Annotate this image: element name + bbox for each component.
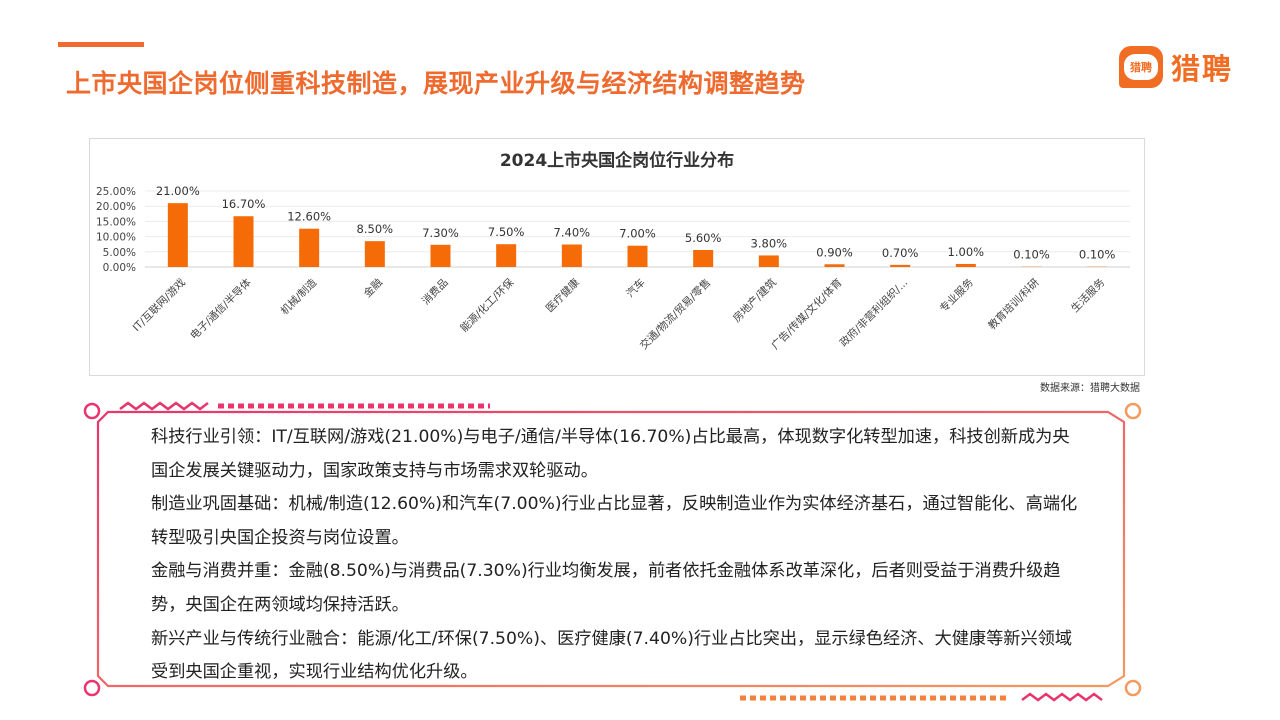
frame-border bbox=[96, 410, 1126, 688]
frame-zigzag-bottom bbox=[1021, 692, 1103, 702]
bar-value-label: 12.60% bbox=[287, 210, 331, 224]
bar bbox=[693, 249, 714, 267]
bar bbox=[299, 228, 320, 267]
y-tick-label: 25.00% bbox=[96, 186, 136, 198]
frame-zigzag-top bbox=[119, 401, 209, 411]
note-tech: 科技行业引领：IT/互联网/游戏(21.00%)与电子/通信/半导体(16.70… bbox=[151, 427, 1070, 481]
logo-text: 猎聘 bbox=[1171, 52, 1234, 86]
frame-ring-top-right bbox=[1124, 402, 1142, 420]
note-emerging: 新兴产业与传统行业融合：能源/化工/环保(7.50%)、医疗健康(7.40%)行… bbox=[151, 628, 1073, 683]
bar-value-label: 0.90% bbox=[816, 245, 853, 259]
bar bbox=[233, 216, 254, 267]
chart-title: 2024上市央国企岗位行业分布 bbox=[500, 150, 734, 171]
logo-icon-text: 猎聘 bbox=[1124, 54, 1158, 80]
bar bbox=[430, 244, 451, 267]
bar bbox=[955, 263, 976, 267]
liepin-logo: 猎聘 猎聘 bbox=[1119, 46, 1233, 88]
data-source: 数据来源：猎聘大数据 bbox=[1040, 383, 1140, 394]
y-tick-label: 15.00% bbox=[96, 216, 136, 228]
bar-value-label: 0.70% bbox=[882, 246, 919, 260]
frame-ring-bottom-left bbox=[83, 679, 101, 697]
title-accent-bar bbox=[58, 42, 144, 47]
logo-icon: 猎聘 bbox=[1119, 46, 1163, 88]
bar-value-label: 16.70% bbox=[222, 197, 266, 211]
bar-value-label: 5.60% bbox=[685, 231, 722, 245]
insight-notes: 科技行业引领：IT/互联网/游戏(21.00%)与电子/通信/半导体(16.70… bbox=[151, 421, 1086, 690]
bar-value-label: 0.10% bbox=[1013, 248, 1050, 262]
bar-value-label: 7.50% bbox=[488, 225, 525, 239]
frame-ring-bottom-right bbox=[1124, 679, 1142, 697]
y-tick-label: 0.00% bbox=[103, 262, 136, 274]
bar-value-label: 7.40% bbox=[554, 226, 591, 240]
bar-value-label: 7.00% bbox=[619, 227, 656, 241]
bar bbox=[167, 203, 188, 267]
note-manufacturing: 制造业巩固基础：机械/制造(12.60%)和汽车(7.00%)行业占比显著，反映… bbox=[151, 494, 1078, 548]
bar-value-label: 3.80% bbox=[751, 236, 788, 250]
bar-value-label: 8.50% bbox=[357, 222, 394, 236]
note-finance-consumer: 金融与消费并重：金融(8.50%)与消费品(7.30%)行业均衡发展，前者依托金… bbox=[151, 561, 1061, 615]
bar bbox=[758, 255, 779, 267]
y-tick-label: 20.00% bbox=[96, 201, 136, 213]
bar bbox=[364, 241, 385, 267]
bar-chart: 2024上市央国企岗位行业分布 0.00% 5.00% 10.00% 15.00% 20… bbox=[96, 150, 1130, 352]
bar-value-label: 21.00% bbox=[156, 184, 200, 198]
bar bbox=[627, 245, 648, 267]
bar bbox=[496, 244, 517, 267]
bar bbox=[890, 264, 911, 267]
y-tick-label: 10.00% bbox=[96, 232, 136, 244]
bar bbox=[561, 244, 582, 267]
bar-value-label: 0.10% bbox=[1079, 248, 1116, 262]
y-tick-label: 5.00% bbox=[103, 247, 136, 259]
page-title: 上市央国企岗位侧重科技制造，展现产业升级与经济结构调整趋势 bbox=[66, 69, 806, 98]
bar bbox=[824, 264, 845, 267]
bar-value-label: 7.30% bbox=[422, 226, 459, 240]
bar-value-label: 1.00% bbox=[948, 245, 985, 259]
frame-ring-top-left bbox=[83, 402, 101, 420]
chart-panel: 2024上市央国企岗位行业分布 0.00% 5.00% 10.00% 15.00% 20… bbox=[89, 138, 1145, 376]
